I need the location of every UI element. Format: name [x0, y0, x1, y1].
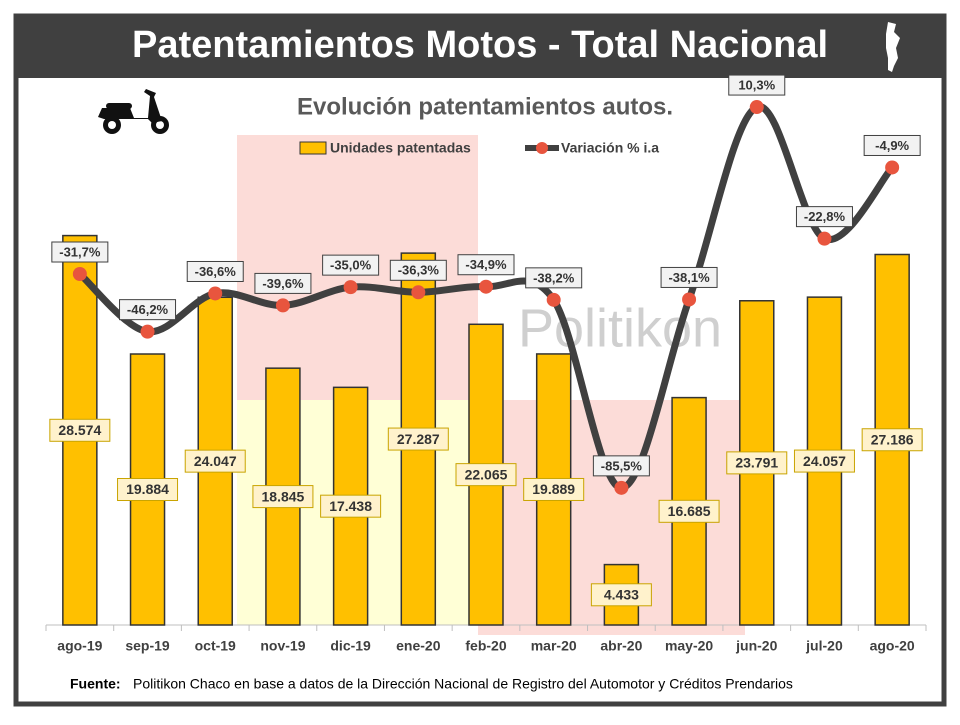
value-label: -34,9%	[465, 257, 507, 272]
value-label-box	[186, 260, 244, 282]
x-tick-label: ago-19	[57, 638, 102, 654]
value-label: 16.685	[668, 503, 711, 519]
line-marker	[140, 324, 155, 339]
legend-label: Variación % i.a	[561, 140, 659, 156]
source: Politikon Chaco en base a datos de la Di…	[133, 676, 793, 692]
value-label: 28.574	[58, 422, 101, 438]
x-tick-label: ago-20	[870, 638, 915, 654]
value-label-box	[184, 449, 246, 473]
value-label-box	[322, 254, 380, 276]
value-label: -36,3%	[398, 263, 440, 278]
line-marker	[749, 100, 764, 115]
value-label-box	[795, 206, 853, 228]
value-label: 18.845	[262, 488, 305, 504]
x-tick-label: sep-19	[125, 638, 170, 654]
line-marker	[208, 286, 223, 301]
value-label-box	[49, 418, 111, 442]
line-marker	[614, 480, 629, 495]
line-marker	[682, 292, 697, 307]
value-label: 27.186	[871, 431, 914, 447]
line-marker	[546, 292, 561, 307]
x-tick-label: mar-20	[531, 638, 577, 654]
line-marker	[479, 279, 493, 294]
value-label: 10,3%	[738, 77, 775, 92]
value-label: -35,0%	[330, 258, 372, 273]
value-label-box	[523, 477, 585, 501]
value-label: 4.433	[604, 586, 639, 602]
value-label-box	[660, 266, 718, 288]
header	[16, 16, 944, 78]
value-label-box	[117, 478, 179, 502]
value-label-box	[863, 134, 921, 156]
line-marker	[72, 267, 87, 282]
x-tick-label: dic-19	[330, 638, 371, 654]
chart-subtitle: Evolución patentamientos autos.	[297, 93, 673, 120]
value-label-box	[728, 74, 786, 96]
value-label: -22,8%	[804, 209, 846, 224]
value-label: -38,1%	[668, 270, 710, 285]
x-tick-label: nov-19	[260, 638, 305, 654]
value-label-box	[793, 449, 855, 473]
value-label: 24.057	[803, 453, 846, 469]
line-marker	[275, 298, 290, 313]
value-label: 17.438	[329, 498, 372, 514]
value-label-box	[455, 463, 517, 487]
value-label-box	[254, 272, 312, 294]
value-label-box	[320, 494, 382, 518]
value-label: 24.047	[194, 453, 237, 469]
x-tick-label: jun-20	[735, 638, 777, 654]
value-label-box	[590, 583, 652, 607]
value-label: 19.889	[532, 481, 575, 497]
value-label-box	[525, 267, 583, 289]
x-tick-label: jul-20	[805, 638, 843, 654]
x-tick-label: feb-20	[465, 638, 506, 654]
value-label: 27.287	[397, 431, 440, 447]
chart-title: Patentamientos Motos - Total Nacional	[132, 24, 828, 66]
value-label-box	[457, 254, 515, 276]
value-label-box	[658, 499, 720, 523]
value-label-box	[252, 485, 314, 509]
x-tick-label: abr-20	[600, 638, 642, 654]
value-label-box	[119, 299, 177, 321]
value-label: 19.884	[126, 481, 169, 497]
value-label-box	[389, 259, 447, 281]
value-label: -85,5%	[601, 458, 643, 473]
value-label-box	[387, 427, 449, 451]
watermark: Politikon	[518, 298, 722, 358]
value-label-box	[726, 451, 788, 475]
value-label: -46,2%	[127, 302, 169, 317]
legend-swatch	[299, 141, 327, 155]
value-label: -31,7%	[59, 244, 101, 259]
value-label: -36,6%	[195, 264, 237, 279]
value-label: -38,2%	[533, 270, 575, 285]
scooter-icon	[98, 89, 169, 134]
x-tick-label: may-20	[665, 638, 713, 654]
value-label: -4,9%	[875, 138, 909, 153]
value-label: 22.065	[465, 466, 508, 482]
legend-label: Unidades patentadas	[330, 140, 471, 156]
value-label-box	[592, 455, 650, 477]
line-marker	[885, 160, 900, 175]
map-icon	[886, 22, 900, 72]
x-tick-label: oct-19	[195, 638, 236, 654]
value-label-box	[51, 241, 109, 263]
value-label: 23.791	[735, 455, 778, 471]
value-label: -39,6%	[262, 276, 304, 291]
value-label-box	[861, 428, 923, 452]
legend-swatch	[536, 142, 548, 154]
x-tick-label: ene-20	[396, 638, 441, 654]
line-marker	[411, 285, 426, 300]
line-marker	[343, 280, 358, 295]
line-marker	[817, 231, 832, 246]
source-label: Fuente:	[70, 676, 121, 692]
